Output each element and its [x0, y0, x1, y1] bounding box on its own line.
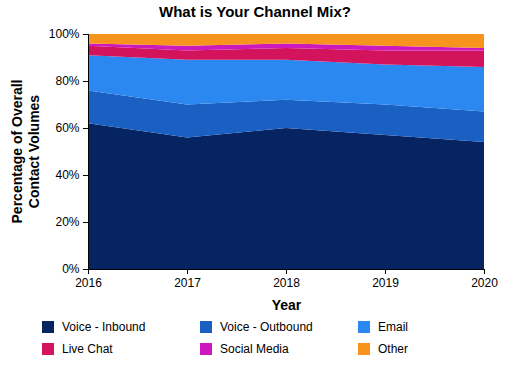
html-text:Other: Other: [378, 342, 408, 356]
svg-text:20%: 20%: [55, 215, 79, 229]
svg-text:2017: 2017: [174, 276, 201, 290]
svg-text:2018: 2018: [273, 276, 300, 290]
svg-text:40%: 40%: [55, 168, 79, 182]
svg-text:Year: Year: [272, 297, 302, 313]
svg-text:2016: 2016: [75, 276, 102, 290]
svg-text:Percentage of OverallContact V: Percentage of OverallContact Volumes: [9, 80, 42, 224]
svg-text:2019: 2019: [372, 276, 399, 290]
svg-text:100%: 100%: [49, 27, 80, 41]
html-text:Email: Email: [378, 320, 408, 334]
html-text:Voice - Inbound: Voice - Inbound: [62, 320, 146, 334]
svg-text:60%: 60%: [55, 121, 79, 135]
html-text:What is Your Channel Mix?: What is Your Channel Mix?: [159, 3, 351, 20]
html-text:Live Chat: Live Chat: [62, 342, 113, 356]
svg-text:0%: 0%: [62, 262, 80, 276]
svg-text:80%: 80%: [55, 74, 79, 88]
html-text:Social Media: Social Media: [220, 342, 289, 356]
html-text:Voice - Outbound: Voice - Outbound: [220, 320, 313, 334]
svg-text:2020: 2020: [471, 276, 498, 290]
